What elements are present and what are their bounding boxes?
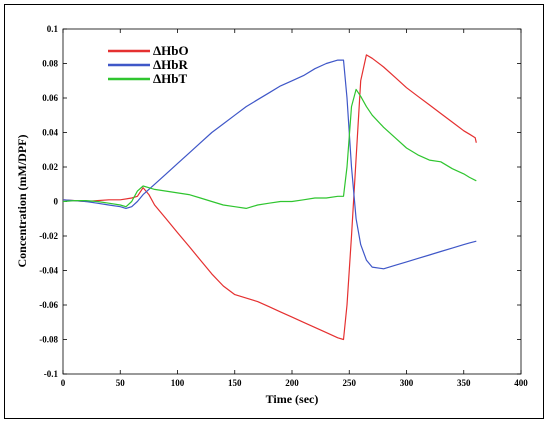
x-tick-label: 0	[61, 378, 66, 388]
y-tick-label: -0.06	[39, 300, 58, 310]
legend-label-1: ΔHbR	[153, 57, 188, 72]
y-axis-ticks: -0.1 -0.08 -0.06 -0.04 -0.02 0 0.02 0.04 0.06 0.0…	[39, 24, 521, 379]
x-axis-title: Time (sec)	[266, 392, 319, 406]
y-tick-label: 0.1	[47, 24, 59, 34]
x-axis-ticks: 0 50 100 150 200 250 300 350 400	[61, 29, 528, 388]
y-tick-label: 0.02	[42, 162, 58, 172]
x-tick-label: 250	[343, 378, 357, 388]
legend-label-0: ΔHbO	[153, 43, 189, 58]
x-tick-label: 50	[116, 378, 126, 388]
x-tick-label: 400	[514, 378, 528, 388]
x-tick-label: 100	[171, 378, 185, 388]
y-tick-label: 0.06	[42, 93, 58, 103]
series-line-0	[62, 54, 477, 341]
y-tick-label: -0.04	[39, 266, 58, 276]
y-tick-label: 0	[54, 197, 59, 207]
x-tick-label: 150	[228, 378, 242, 388]
y-tick-label: -0.02	[39, 231, 58, 241]
series-lines	[62, 54, 477, 341]
y-tick-label: 0.04	[42, 128, 58, 138]
x-tick-label: 200	[285, 378, 299, 388]
x-tick-label: 300	[400, 378, 414, 388]
series-line-2	[62, 88, 477, 209]
y-axis-title: Concentration (mM/DPF)	[15, 135, 29, 268]
series-line-1	[62, 59, 477, 270]
y-tick-label: -0.08	[39, 335, 58, 345]
y-tick-label: 0.08	[42, 59, 58, 69]
legend-label-2: ΔHbT	[153, 71, 187, 86]
x-tick-label: 350	[457, 378, 471, 388]
y-tick-label: -0.1	[44, 369, 59, 379]
